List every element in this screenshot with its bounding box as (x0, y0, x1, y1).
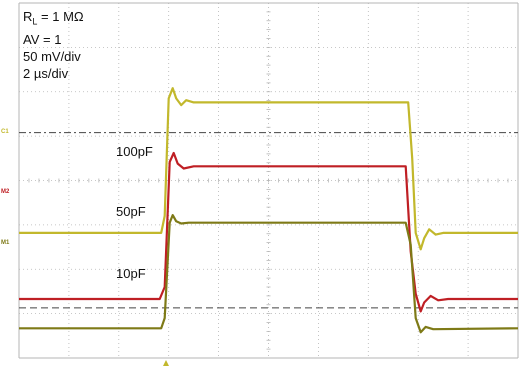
trace-olive (19, 214, 519, 334)
traces (19, 87, 519, 334)
reference-lines (19, 132, 518, 309)
annotation-100pf: 100pF (116, 144, 153, 159)
load-resistance-label: RL = 1 MΩ (23, 9, 84, 27)
trace-red (19, 151, 518, 313)
annotation-10pf: 10pF (116, 266, 146, 281)
grid (18, 2, 519, 359)
trace-yellow (19, 87, 518, 251)
marker-c1: C1 (1, 129, 9, 135)
marker-m2: M2 (1, 189, 10, 195)
time-per-div-label: 2 µs/div (23, 65, 69, 81)
marker-m1: M1 (1, 240, 10, 246)
volts-per-div-label: 50 mV/div (23, 48, 81, 64)
gain-label: AV = 1 (23, 31, 62, 47)
settings-readout: RL = 1 MΩ AV = 1 50 mV/div 2 µs/div (23, 8, 84, 82)
annotation-50pf: 50pF (116, 204, 146, 219)
trigger-position-icon (163, 360, 169, 366)
